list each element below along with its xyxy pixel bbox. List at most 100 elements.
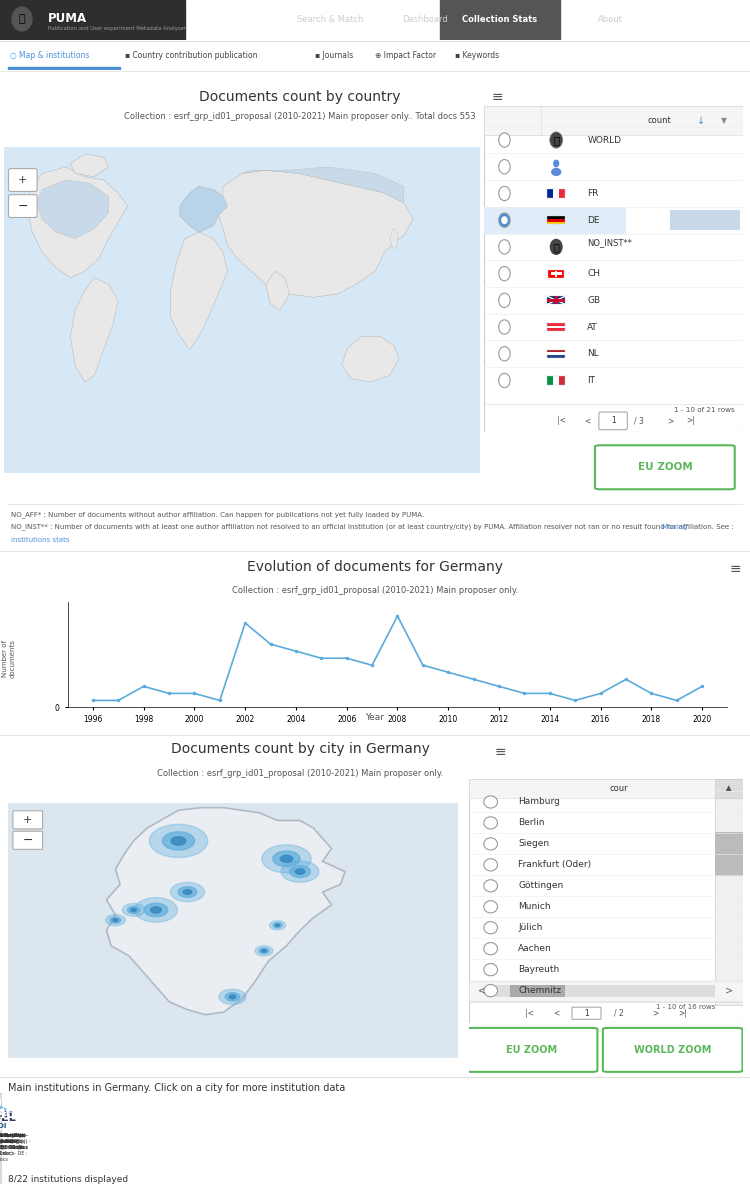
- Polygon shape: [70, 153, 109, 177]
- Text: >|: >|: [678, 1008, 687, 1018]
- Text: Siegen: Siegen: [518, 839, 549, 849]
- Text: LMU: LMU: [0, 1108, 16, 1121]
- Bar: [548, 221, 566, 225]
- Text: Frankfurt (Oder): Frankfurt (Oder): [518, 861, 591, 869]
- Bar: [550, 272, 562, 275]
- Text: Number of
documents: Number of documents: [2, 638, 16, 678]
- Circle shape: [553, 159, 560, 168]
- Circle shape: [484, 838, 497, 850]
- Polygon shape: [218, 170, 413, 297]
- Text: WORLD ZOOM: WORLD ZOOM: [634, 1045, 712, 1055]
- Circle shape: [499, 133, 510, 147]
- Text: Main institutions in Germany. Click on a city for more institution data: Main institutions in Germany. Click on a…: [8, 1083, 345, 1093]
- Text: EU ZOOM: EU ZOOM: [506, 1045, 557, 1055]
- Text: 1 - 10 of 21 rows: 1 - 10 of 21 rows: [674, 408, 735, 414]
- Circle shape: [484, 795, 497, 809]
- Text: 1: 1: [610, 416, 616, 426]
- Polygon shape: [37, 180, 109, 239]
- Text: XFEL: XFEL: [0, 1113, 16, 1122]
- Text: ❄: ❄: [0, 1103, 9, 1122]
- Circle shape: [499, 346, 510, 361]
- Circle shape: [499, 294, 510, 308]
- Text: Collection : esrf_grp_id01_proposal (2010-2021) Main proposer only.: Collection : esrf_grp_id01_proposal (201…: [157, 769, 443, 778]
- Text: <: <: [584, 416, 590, 426]
- Bar: [8, 67, 120, 70]
- Bar: [469, 981, 742, 1001]
- Text: ≡: ≡: [494, 746, 506, 759]
- Text: GB: GB: [587, 296, 600, 304]
- Circle shape: [122, 904, 145, 917]
- Text: NO_INST**: NO_INST**: [587, 239, 632, 247]
- Text: 🌐: 🌐: [553, 136, 560, 145]
- Bar: [548, 219, 566, 221]
- Circle shape: [128, 906, 140, 913]
- Circle shape: [183, 889, 192, 894]
- Text: Year: Year: [365, 712, 385, 722]
- Bar: [554, 189, 560, 197]
- Text: 1 - 10 of 16 rows: 1 - 10 of 16 rows: [656, 1004, 716, 1009]
- Text: Ludwig Maximilian
University of Munich () -
Munich - DE : 2 docs: Ludwig Maximilian University of Munich (…: [0, 1132, 30, 1150]
- Ellipse shape: [391, 228, 398, 249]
- Text: 8/22 institutions displayed: 8/22 institutions displayed: [8, 1176, 128, 1184]
- Circle shape: [502, 216, 507, 224]
- Text: count: count: [648, 117, 671, 125]
- Polygon shape: [180, 187, 227, 232]
- Text: PUMA: PUMA: [48, 12, 87, 25]
- Bar: [560, 377, 566, 384]
- Text: NO_AFF* : Number of documents without author affiliation. Can happen for publica: NO_AFF* : Number of documents without au…: [11, 511, 424, 518]
- Polygon shape: [342, 336, 399, 382]
- Circle shape: [163, 832, 194, 850]
- Circle shape: [273, 851, 300, 867]
- Circle shape: [12, 7, 32, 31]
- Circle shape: [550, 132, 562, 149]
- Polygon shape: [170, 232, 227, 350]
- FancyBboxPatch shape: [572, 1007, 601, 1019]
- Circle shape: [151, 907, 161, 913]
- Circle shape: [113, 919, 118, 921]
- Text: Missing: Missing: [662, 523, 687, 529]
- Text: Evolution of documents for Germany: Evolution of documents for Germany: [247, 560, 503, 574]
- Circle shape: [484, 817, 497, 829]
- Text: ▪ Keywords: ▪ Keywords: [455, 51, 500, 61]
- Circle shape: [484, 984, 497, 996]
- Text: ▪ Journals: ▪ Journals: [315, 51, 353, 61]
- Circle shape: [259, 948, 269, 954]
- Text: EU ZOOM: EU ZOOM: [638, 463, 692, 472]
- Text: DE: DE: [587, 215, 600, 225]
- Text: Leibniz Institute for
Crystal Growth () -
Berlin - DE : 4 docs: Leibniz Institute for Crystal Growth () …: [0, 1132, 25, 1150]
- Circle shape: [255, 945, 273, 956]
- Text: IT: IT: [587, 376, 596, 385]
- Circle shape: [499, 320, 510, 334]
- Text: Innovations for High
Performance
Microelectronics () -
Frankfurt (Oder) - DE :
8: Innovations for High Performance Microel…: [0, 1132, 28, 1163]
- Bar: [548, 350, 566, 358]
- Circle shape: [219, 989, 246, 1005]
- Circle shape: [269, 920, 286, 930]
- Polygon shape: [180, 187, 227, 232]
- Text: Paul Drude Institute
for Solid State
Electronics () - Berlin -
DE : 5 docs: Paul Drude Institute for Solid State Ele…: [0, 1132, 28, 1156]
- FancyBboxPatch shape: [13, 831, 43, 849]
- Circle shape: [230, 995, 236, 999]
- Polygon shape: [242, 166, 404, 203]
- Bar: [670, 210, 740, 231]
- Bar: [0, 0, 185, 40]
- Text: cour: cour: [610, 784, 628, 793]
- Polygon shape: [70, 278, 118, 382]
- FancyBboxPatch shape: [13, 811, 43, 829]
- Text: ○ Map & institutions: ○ Map & institutions: [10, 51, 89, 61]
- Polygon shape: [106, 807, 345, 1014]
- Text: U: U: [0, 1107, 6, 1122]
- Bar: [555, 296, 558, 304]
- Bar: [548, 377, 554, 384]
- Bar: [484, 207, 626, 233]
- Text: NO_INST** : Number of documents with at least one author affiliation not resolve: NO_INST** : Number of documents with at …: [11, 523, 736, 530]
- Circle shape: [110, 917, 121, 924]
- Text: |<: |<: [557, 416, 566, 426]
- Circle shape: [499, 159, 510, 174]
- Text: / 2: / 2: [614, 1008, 624, 1018]
- Bar: [0, 1093, 1, 1183]
- Text: ikz: ikz: [0, 1109, 8, 1120]
- Text: |<: |<: [524, 1008, 533, 1018]
- Text: 1: 1: [584, 1008, 589, 1018]
- Bar: [548, 189, 566, 197]
- Circle shape: [106, 914, 125, 926]
